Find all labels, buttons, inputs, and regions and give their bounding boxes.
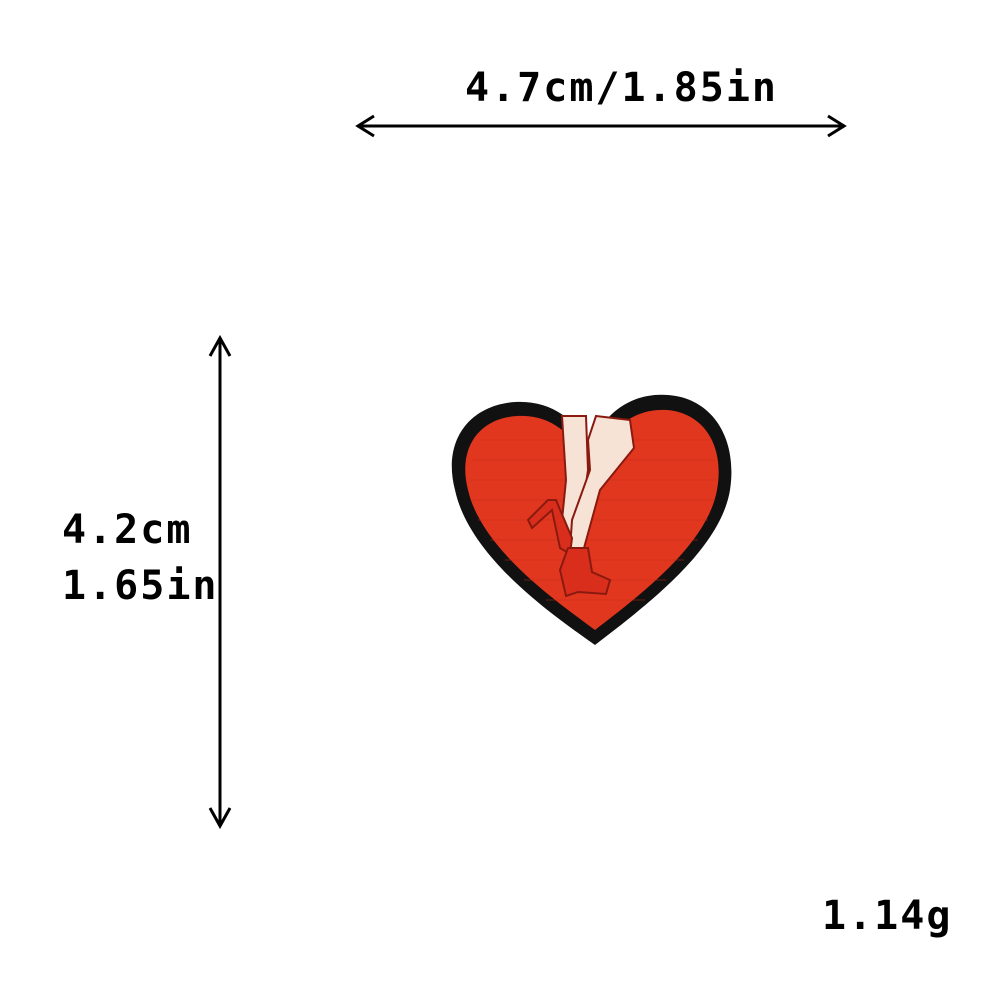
width-arrow	[355, 114, 847, 138]
width-label: 4.7cm/1.85in	[465, 65, 778, 111]
weight-label: 1.14g	[822, 893, 953, 939]
back-shoe	[526, 499, 574, 556]
height-label-in: 1.65in	[62, 563, 219, 609]
heart-patch-icon	[451, 394, 732, 645]
height-arrow	[208, 334, 232, 830]
height-label-cm: 4.2cm	[62, 507, 193, 553]
front-shoe	[558, 547, 612, 598]
legs-illustration	[526, 414, 636, 598]
